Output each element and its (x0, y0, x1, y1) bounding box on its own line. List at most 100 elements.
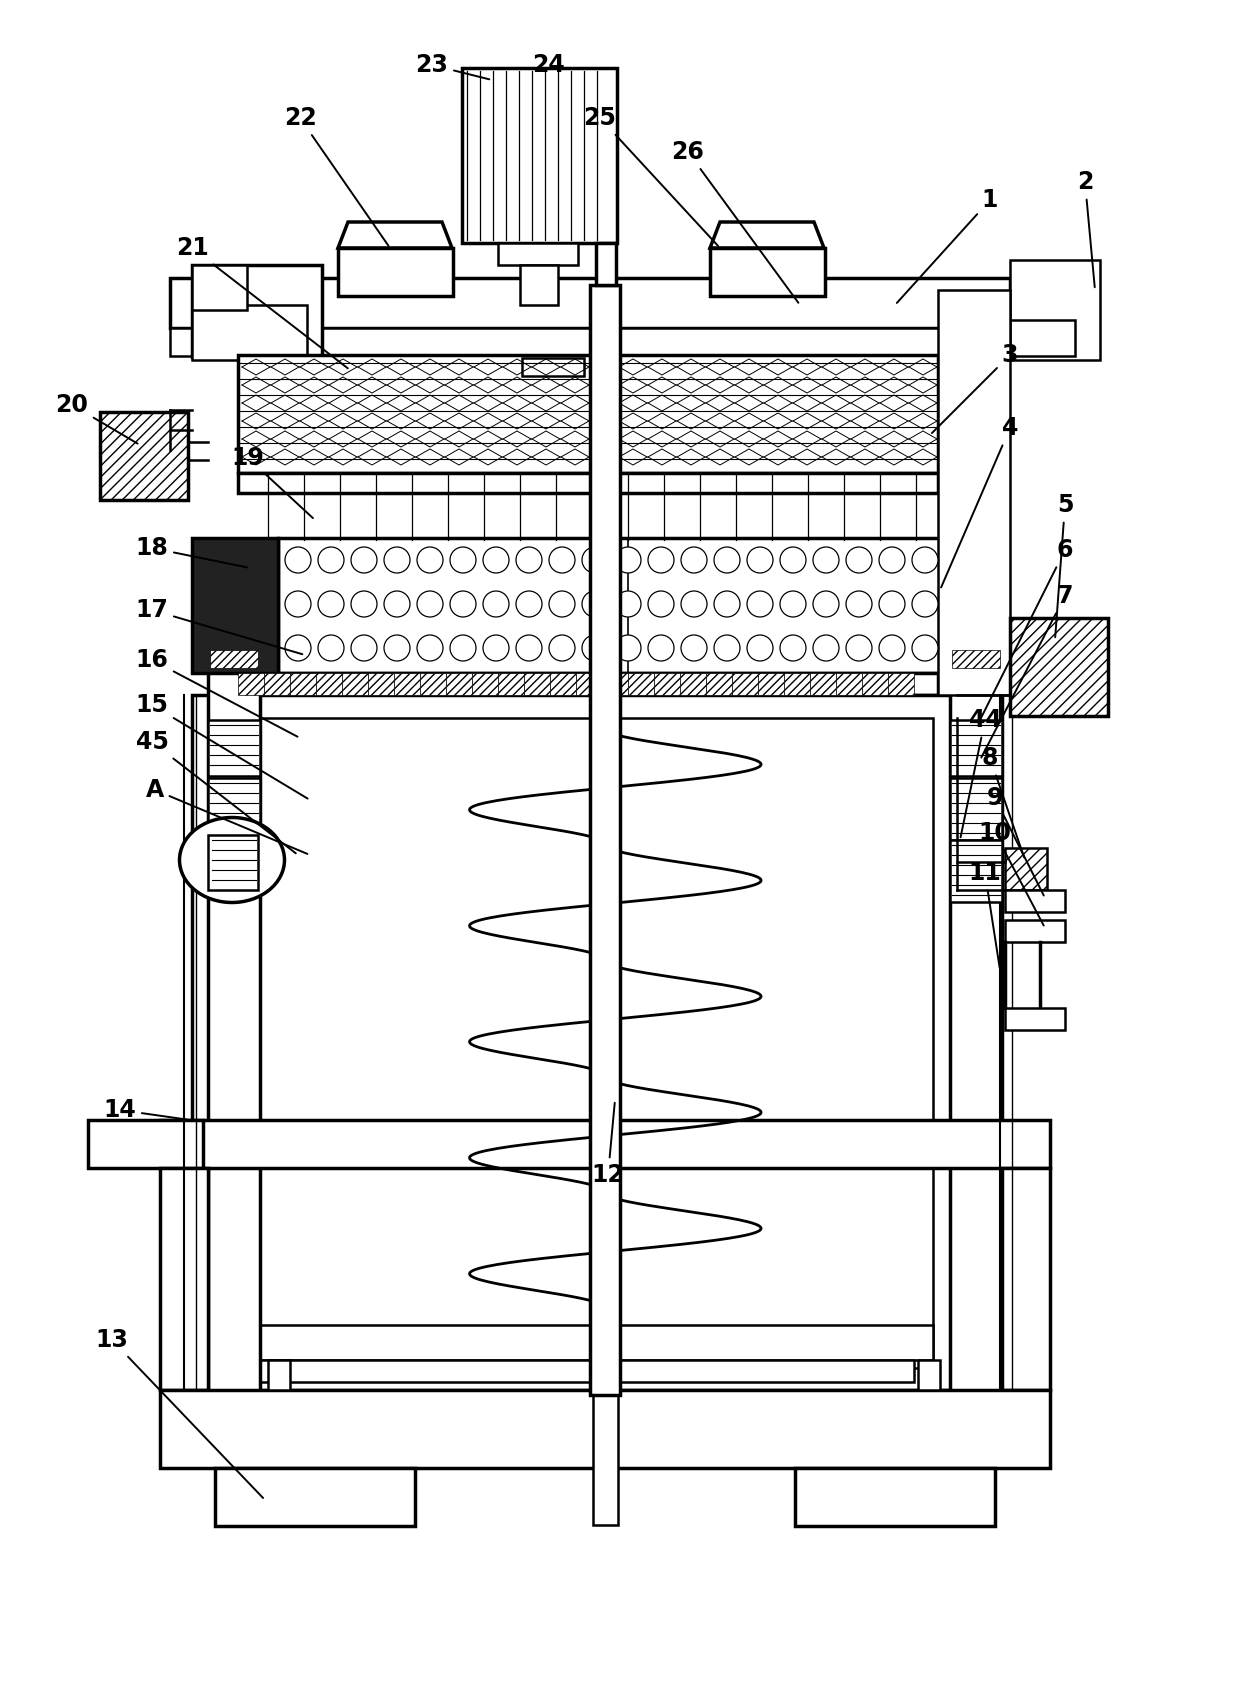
Text: 18: 18 (135, 537, 247, 567)
Circle shape (813, 591, 839, 617)
Polygon shape (446, 673, 472, 695)
Circle shape (549, 591, 575, 617)
Polygon shape (525, 673, 551, 695)
Circle shape (780, 591, 806, 617)
Text: 14: 14 (104, 1097, 187, 1121)
Polygon shape (420, 673, 446, 695)
Text: 17: 17 (135, 598, 303, 654)
Circle shape (879, 591, 905, 617)
Circle shape (417, 591, 443, 617)
Polygon shape (368, 673, 394, 695)
Circle shape (846, 547, 872, 573)
Bar (238, 673, 937, 695)
Circle shape (582, 547, 608, 573)
Bar (596, 244, 616, 285)
Bar (1011, 261, 1100, 360)
Bar (208, 649, 260, 668)
Text: 8: 8 (982, 746, 1024, 857)
Text: 4: 4 (941, 416, 1018, 588)
Bar (215, 1326, 932, 1360)
Bar (268, 1360, 290, 1390)
Bar (593, 1396, 618, 1525)
Polygon shape (862, 673, 888, 695)
Circle shape (384, 591, 410, 617)
Circle shape (615, 636, 641, 661)
Circle shape (549, 547, 575, 573)
Circle shape (516, 636, 542, 661)
Circle shape (450, 636, 476, 661)
Text: 9: 9 (987, 786, 1044, 896)
Text: 10: 10 (978, 821, 1044, 925)
Text: 15: 15 (135, 694, 308, 799)
Circle shape (285, 636, 311, 661)
Text: 19: 19 (232, 446, 312, 518)
Bar (208, 835, 258, 889)
Circle shape (516, 591, 542, 617)
Polygon shape (394, 673, 420, 695)
Polygon shape (238, 673, 264, 695)
Circle shape (681, 547, 707, 573)
Polygon shape (472, 673, 498, 695)
Circle shape (317, 547, 343, 573)
Circle shape (649, 547, 675, 573)
Text: 22: 22 (284, 106, 388, 245)
Bar (498, 244, 578, 266)
Bar (192, 266, 247, 310)
Bar (950, 779, 1002, 840)
Text: 45: 45 (135, 729, 296, 854)
Bar (522, 358, 584, 377)
Bar (1011, 619, 1109, 716)
Circle shape (615, 547, 641, 573)
Circle shape (417, 636, 443, 661)
Polygon shape (551, 673, 577, 695)
Circle shape (780, 636, 806, 661)
Bar (215, 1469, 415, 1527)
Circle shape (714, 591, 740, 617)
Polygon shape (339, 222, 453, 249)
Circle shape (911, 591, 937, 617)
Circle shape (484, 547, 508, 573)
Circle shape (911, 636, 937, 661)
Bar (950, 840, 1002, 901)
Text: A: A (146, 779, 308, 854)
Bar (238, 1360, 914, 1382)
Circle shape (450, 591, 476, 617)
Circle shape (681, 636, 707, 661)
Polygon shape (836, 673, 862, 695)
Polygon shape (680, 673, 706, 695)
Polygon shape (290, 673, 316, 695)
Text: 3: 3 (932, 343, 1018, 433)
Circle shape (351, 547, 377, 573)
Bar (208, 649, 260, 1396)
Bar (170, 327, 1011, 356)
Polygon shape (601, 673, 627, 695)
Circle shape (417, 547, 443, 573)
Circle shape (484, 636, 508, 661)
Polygon shape (711, 222, 825, 249)
Bar (918, 1360, 940, 1390)
Text: 23: 23 (415, 53, 490, 80)
Polygon shape (653, 673, 680, 695)
Circle shape (879, 636, 905, 661)
Text: 6: 6 (981, 538, 1074, 717)
Bar (100, 412, 188, 499)
Circle shape (780, 547, 806, 573)
Bar (192, 538, 278, 673)
Bar (208, 721, 260, 775)
Circle shape (746, 636, 773, 661)
Bar (238, 354, 937, 474)
Bar (1004, 889, 1065, 912)
Bar (1011, 320, 1075, 356)
Circle shape (649, 591, 675, 617)
Bar (520, 266, 558, 305)
Circle shape (351, 636, 377, 661)
Text: 13: 13 (95, 1327, 263, 1498)
Polygon shape (264, 673, 290, 695)
Text: 24: 24 (532, 53, 564, 77)
Text: 12: 12 (591, 1102, 625, 1188)
Circle shape (582, 636, 608, 661)
Bar (160, 1120, 1050, 1167)
Circle shape (681, 591, 707, 617)
Bar (278, 538, 978, 673)
Polygon shape (952, 649, 999, 668)
